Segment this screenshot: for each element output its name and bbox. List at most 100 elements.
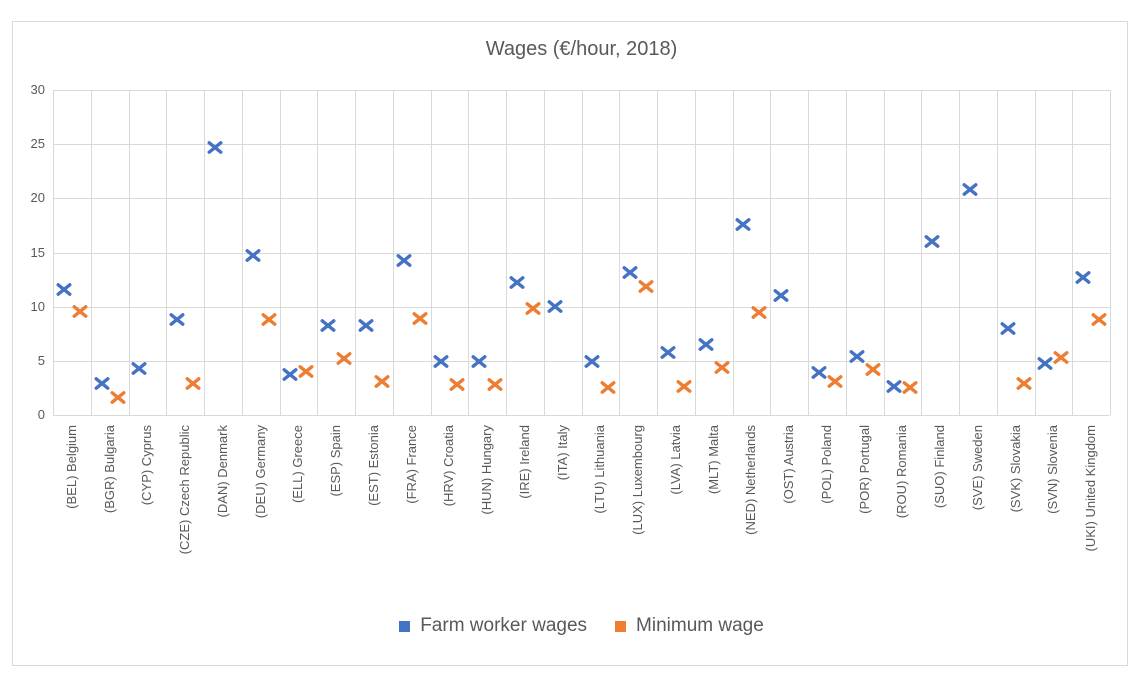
gridline-horizontal <box>53 361 1110 362</box>
legend-label: Farm worker wages <box>420 615 588 636</box>
x-axis-category-label: (HRV) Croatia <box>441 425 456 507</box>
data-point-x-marker <box>584 355 600 368</box>
gridline-vertical <box>355 90 356 415</box>
data-point-x-marker <box>638 280 654 293</box>
legend-item-minimum-wage: Minimum wage <box>615 615 764 637</box>
gridline-vertical <box>468 90 469 415</box>
y-axis-tick-label: 15 <box>30 245 45 260</box>
data-point-x-marker <box>525 302 541 315</box>
gridline-vertical <box>808 90 809 415</box>
data-point-x-marker <box>1091 313 1107 326</box>
data-point-x-marker <box>110 391 126 404</box>
x-axis-category-label: (SVN) Slovenia <box>1045 425 1060 514</box>
data-point-x-marker <box>320 319 336 332</box>
gridline-horizontal <box>53 90 1110 91</box>
gridline-vertical <box>997 90 998 415</box>
data-point-x-marker <box>811 366 827 379</box>
gridline-vertical <box>242 90 243 415</box>
x-axis-category-label: (IRE) Ireland <box>517 425 532 499</box>
data-point-x-marker <box>886 380 902 393</box>
data-point-x-marker <box>902 381 918 394</box>
gridline-vertical <box>959 90 960 415</box>
gridline-vertical <box>393 90 394 415</box>
gridline-vertical <box>770 90 771 415</box>
plot-area <box>53 90 1111 416</box>
gridline-vertical <box>91 90 92 415</box>
data-point-x-marker <box>169 313 185 326</box>
data-point-x-marker <box>245 249 261 262</box>
gridline-vertical <box>317 90 318 415</box>
data-point-x-marker <box>298 365 314 378</box>
gridline-vertical <box>166 90 167 415</box>
x-axis-category-label: (MLT) Malta <box>706 425 721 495</box>
data-point-x-marker <box>72 305 88 318</box>
gridline-vertical <box>582 90 583 415</box>
data-point-x-marker <box>449 378 465 391</box>
data-point-x-marker <box>374 375 390 388</box>
gridline-horizontal <box>53 415 1110 416</box>
data-point-x-marker <box>336 352 352 365</box>
data-point-x-marker <box>131 362 147 375</box>
data-point-x-marker <box>412 312 428 325</box>
x-axis-category-label: (LUX) Luxembourg <box>630 425 645 535</box>
data-point-x-marker <box>849 350 865 363</box>
data-point-x-marker <box>207 141 223 154</box>
gridline-vertical <box>53 90 54 415</box>
x-axis-category-label: (ELL) Greece <box>290 425 305 504</box>
data-point-x-marker <box>773 289 789 302</box>
data-point-x-marker <box>94 377 110 390</box>
legend: Farm worker wages Minimum wage <box>53 615 1110 637</box>
gridline-vertical <box>619 90 620 415</box>
data-point-x-marker <box>676 380 692 393</box>
x-axis-category-label: (HUN) Hungary <box>479 425 494 515</box>
gridline-vertical <box>884 90 885 415</box>
gridline-vertical <box>280 90 281 415</box>
data-point-x-marker <box>185 377 201 390</box>
x-axis-category-label: (LTU) Lithuania <box>592 425 607 514</box>
data-point-x-marker <box>1037 357 1053 370</box>
y-axis-tick-label: 20 <box>30 190 45 205</box>
x-axis-category-label: (SVE) Sweden <box>970 425 985 511</box>
x-axis-category-label: (CZE) Czech Republic <box>177 425 192 555</box>
x-axis-category-label: (UKI) United Kingdom <box>1083 425 1098 552</box>
gridline-vertical <box>129 90 130 415</box>
x-axis-category-label: (DEU) Germany <box>253 425 268 519</box>
minimum-wage-swatch-icon <box>615 620 627 632</box>
legend-label: Minimum wage <box>636 615 764 636</box>
data-point-x-marker <box>433 355 449 368</box>
data-point-x-marker <box>471 355 487 368</box>
data-point-x-marker <box>1016 377 1032 390</box>
y-axis-tick-label: 5 <box>37 353 45 368</box>
data-point-x-marker <box>487 378 503 391</box>
data-point-x-marker <box>660 346 676 359</box>
gridline-horizontal <box>53 198 1110 199</box>
gridline-vertical <box>733 90 734 415</box>
data-point-x-marker <box>622 266 638 279</box>
gridline-vertical <box>1110 90 1111 415</box>
data-point-x-marker <box>282 368 298 381</box>
y-axis-tick-label: 10 <box>30 299 45 314</box>
x-axis-category-label: (SVK) Slovakia <box>1008 425 1023 513</box>
gridline-vertical <box>846 90 847 415</box>
chart-frame <box>12 21 1128 666</box>
x-axis-category-label: (EST) Estonia <box>366 425 381 506</box>
gridline-vertical <box>657 90 658 415</box>
data-point-x-marker <box>962 183 978 196</box>
data-point-x-marker <box>735 218 751 231</box>
data-point-x-marker <box>600 381 616 394</box>
data-point-x-marker <box>924 235 940 248</box>
data-point-x-marker <box>509 276 525 289</box>
y-axis-tick-label: 25 <box>30 136 45 151</box>
gridline-vertical <box>431 90 432 415</box>
gridline-vertical <box>921 90 922 415</box>
chart-title: Wages (€/hour, 2018) <box>485 38 678 60</box>
data-point-x-marker <box>827 375 843 388</box>
data-point-x-marker <box>396 254 412 267</box>
gridline-vertical <box>695 90 696 415</box>
x-axis-category-label: (POL) Poland <box>819 425 834 504</box>
data-point-x-marker <box>751 306 767 319</box>
y-axis-tick-label: 30 <box>30 82 45 97</box>
data-point-x-marker <box>714 361 730 374</box>
data-point-x-marker <box>865 363 881 376</box>
x-axis-category-label: (ESP) Spain <box>328 425 343 497</box>
